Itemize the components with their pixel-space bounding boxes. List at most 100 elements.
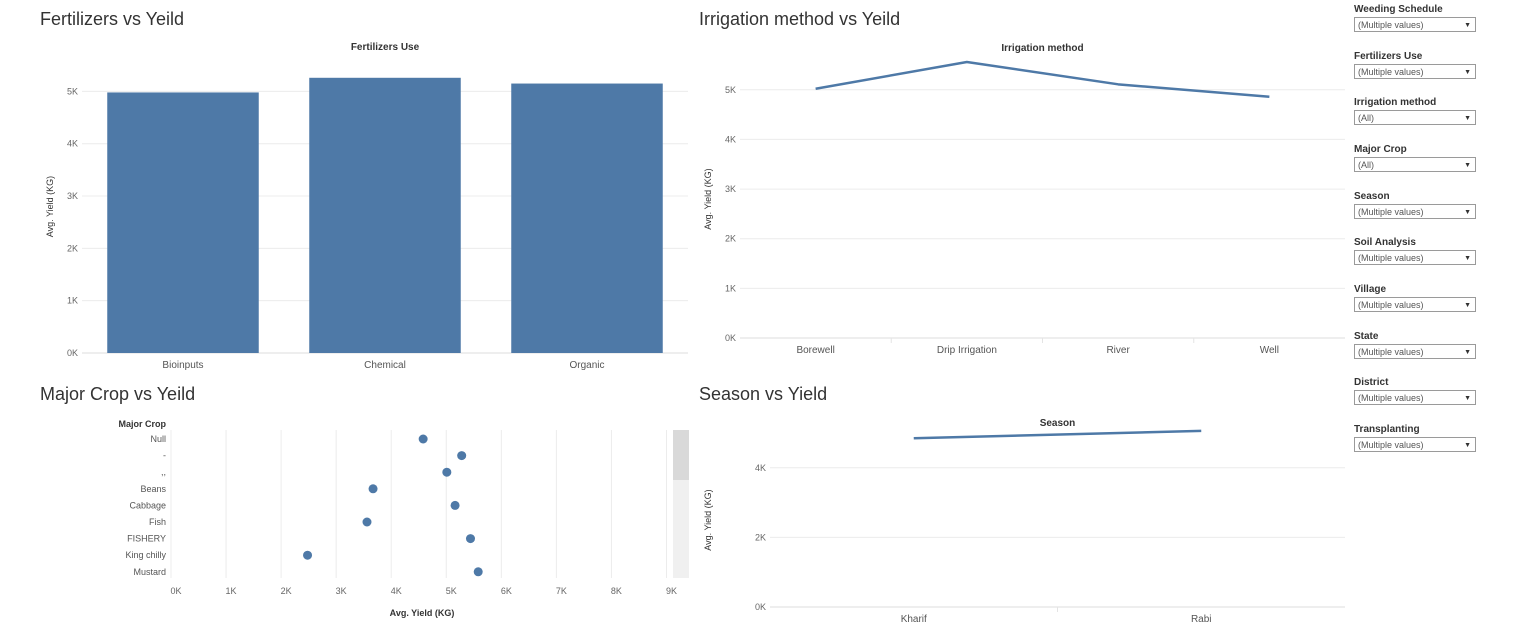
y-tick-label: 3K — [725, 184, 736, 194]
filter-label: Transplanting — [1354, 424, 1420, 435]
season-line-chart[interactable]: Season 0K 2K 4K Avg. Yield (KG) Kharif Rabi — [695, 410, 1350, 636]
filter-label: Season — [1354, 191, 1390, 202]
chevron-down-icon: ▼ — [1464, 22, 1471, 29]
filter-dropdown[interactable]: (Multiple values) ▼ — [1354, 344, 1476, 359]
fertilizers-bar-chart[interactable]: Fertilizers Use 0K 1K 2K 3K 4K 5K Avg. Yield (K… — [0, 30, 695, 380]
bar-bioinputs — [107, 92, 259, 354]
filter-label: Weeding Schedule — [1354, 4, 1443, 15]
filter-dropdown[interactable]: (Multiple values) ▼ — [1354, 250, 1476, 265]
filter-label: District — [1354, 377, 1389, 388]
x-tick-label: 0K — [170, 586, 181, 596]
x-tick-label: 1K — [226, 586, 237, 596]
filter-value: (Multiple values) — [1358, 440, 1424, 450]
chevron-down-icon: ▼ — [1464, 349, 1471, 356]
filter-value: (Multiple values) — [1358, 393, 1424, 403]
chart-title: Season — [1040, 418, 1076, 429]
row-header: Major Crop — [118, 419, 166, 429]
row-label: Null — [150, 434, 166, 444]
y-axis-label: Avg. Yield (KG) — [703, 168, 713, 229]
chevron-down-icon: ▼ — [1464, 255, 1471, 262]
x-tick-label: 5K — [446, 586, 457, 596]
chevron-down-icon: ▼ — [1464, 115, 1471, 122]
y-axis-label: Avg. Yield (KG) — [703, 489, 713, 550]
x-tick-label: Rabi — [1191, 614, 1212, 625]
chevron-down-icon: ▼ — [1464, 69, 1471, 76]
y-tick-label: 1K — [67, 296, 78, 306]
major-crop-scrollbar[interactable] — [673, 430, 689, 578]
row-label: FISHERY — [127, 534, 166, 544]
filter-4: Season (Multiple values) ▼ — [1354, 191, 1484, 219]
filter-dropdown[interactable]: (All) ▼ — [1354, 110, 1476, 125]
season-panel-title: Season vs Yield — [699, 384, 828, 404]
filter-dropdown[interactable]: (Multiple values) ▼ — [1354, 390, 1476, 405]
dot-3 — [368, 484, 378, 494]
row-label: Fish — [149, 517, 166, 527]
x-tick-label: 3K — [336, 586, 347, 596]
filter-0: Weeding Schedule (Multiple values) ▼ — [1354, 4, 1484, 32]
filter-dropdown[interactable]: (Multiple values) ▼ — [1354, 64, 1476, 79]
bar-chemical — [309, 77, 461, 353]
fertilizers-panel-title: Fertilizers vs Yeild — [40, 9, 185, 29]
filter-3: Major Crop (All) ▼ — [1354, 144, 1484, 172]
y-tick-label: 2K — [725, 234, 736, 244]
chevron-down-icon: ▼ — [1464, 302, 1471, 309]
y-tick-label: 5K — [725, 85, 736, 95]
chevron-down-icon: ▼ — [1464, 162, 1471, 169]
filter-label: Soil Analysis — [1354, 237, 1416, 248]
x-tick-label: 8K — [611, 586, 622, 596]
y-tick-label: 4K — [755, 463, 766, 473]
x-tick-label: Organic — [569, 360, 604, 371]
y-tick-label: 4K — [725, 134, 736, 144]
y-tick-label: 1K — [725, 283, 736, 293]
filter-5: Soil Analysis (Multiple values) ▼ — [1354, 237, 1484, 265]
filter-label: Major Crop — [1354, 144, 1407, 155]
y-tick-label: 5K — [67, 86, 78, 96]
x-tick-label: Drip Irrigation — [937, 345, 997, 356]
filter-value: (Multiple values) — [1358, 347, 1424, 357]
row-label: Mustard — [133, 567, 166, 577]
filter-dropdown[interactable]: (All) ▼ — [1354, 157, 1476, 172]
x-tick-label: Borewell — [796, 345, 834, 356]
x-tick-label: River — [1106, 345, 1130, 356]
filter-dropdown[interactable]: (Multiple values) ▼ — [1354, 204, 1476, 219]
filter-7: State (Multiple values) ▼ — [1354, 331, 1484, 359]
row-label: King chilly — [125, 550, 166, 560]
x-tick-label: 4K — [391, 586, 402, 596]
irrigation-panel-title: Irrigation method vs Yeild — [699, 9, 901, 29]
dot-4 — [450, 500, 460, 510]
dot-5 — [362, 517, 372, 527]
x-axis-label: Avg. Yield (KG) — [390, 608, 455, 618]
scrollbar-thumb[interactable] — [673, 430, 689, 480]
filter-9: Transplanting (Multiple values) ▼ — [1354, 424, 1484, 452]
dot-8 — [473, 567, 483, 577]
filter-label: Irrigation method — [1354, 97, 1437, 108]
y-tick-label: 2K — [67, 243, 78, 253]
filter-value: (Multiple values) — [1358, 67, 1424, 77]
filter-label: Village — [1354, 284, 1387, 295]
filter-dropdown[interactable]: (Multiple values) ▼ — [1354, 17, 1476, 32]
row-label: Beans — [140, 484, 166, 494]
filter-dropdown[interactable]: (Multiple values) ▼ — [1354, 437, 1476, 452]
major-crop-panel-title: Major Crop vs Yeild — [40, 384, 196, 404]
chart-title: Irrigation method — [1001, 43, 1083, 54]
filter-value: (Multiple values) — [1358, 20, 1424, 30]
chevron-down-icon: ▼ — [1464, 395, 1471, 402]
major-crop-dot-chart[interactable]: 0K 1K 2K 3K 4K 5K 6K 7K 8K 9K Major Crop Avg. Yield… — [0, 410, 695, 630]
dot-6 — [465, 534, 475, 544]
irrigation-line-chart[interactable]: Irrigation method 0K 1K 2K 3K 4K 5K Avg. Yield … — [695, 30, 1350, 365]
chevron-down-icon: ▼ — [1464, 442, 1471, 449]
y-tick-label: 4K — [67, 139, 78, 149]
x-tick-label: Chemical — [364, 360, 406, 371]
y-tick-label: 3K — [67, 191, 78, 201]
x-tick-label: 7K — [556, 586, 567, 596]
filter-label: State — [1354, 331, 1379, 342]
filter-value: (Multiple values) — [1358, 207, 1424, 217]
y-axis-label: Avg. Yield (KG) — [45, 176, 55, 237]
filter-2: Irrigation method (All) ▼ — [1354, 97, 1484, 125]
filter-value: (Multiple values) — [1358, 253, 1424, 263]
y-tick-label: 0K — [755, 602, 766, 612]
filter-dropdown[interactable]: (Multiple values) ▼ — [1354, 297, 1476, 312]
filter-6: Village (Multiple values) ▼ — [1354, 284, 1484, 312]
chevron-down-icon: ▼ — [1464, 209, 1471, 216]
x-tick-label: Well — [1260, 345, 1279, 356]
